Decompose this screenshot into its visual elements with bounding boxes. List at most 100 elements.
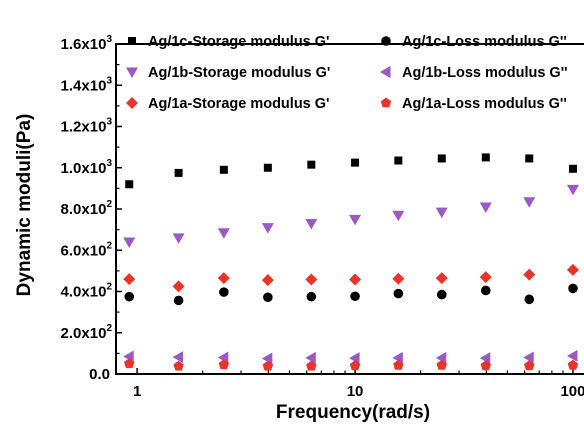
data-point	[262, 360, 274, 371]
data-point	[435, 207, 448, 219]
data-point	[124, 358, 135, 369]
legend-marker	[380, 97, 392, 108]
data-point	[305, 273, 318, 286]
y-axis: 0.0 2.0x102 4.0x102 6.0x102 8.0x102 1.0x103 1.…	[61, 34, 122, 383]
data-point	[217, 272, 230, 285]
y-tick-label: 8.0x102	[61, 199, 113, 218]
data-point	[437, 154, 446, 163]
legend-label: Ag/1c-Storage modulus G'	[148, 34, 330, 50]
data-point	[524, 294, 535, 305]
series-triangle-down	[123, 184, 579, 248]
data-point	[525, 154, 534, 163]
x-tick-label: 100	[560, 383, 584, 400]
data-markers	[123, 153, 579, 371]
y-tick-label: 1.0x103	[61, 158, 113, 177]
series-square	[125, 153, 577, 189]
data-point	[481, 153, 490, 162]
data-point	[480, 360, 491, 371]
data-point	[394, 156, 403, 165]
x-tick-label: 1	[133, 383, 141, 400]
data-point	[349, 352, 360, 365]
data-point	[393, 288, 404, 299]
data-point	[306, 291, 317, 302]
y-tick-label: 0.0	[89, 366, 110, 383]
plot-border	[115, 43, 584, 375]
data-point	[349, 273, 362, 286]
data-point	[567, 359, 579, 370]
data-point	[219, 287, 229, 297]
series-pentagon	[124, 358, 579, 371]
data-point	[393, 359, 404, 370]
data-point	[479, 202, 492, 213]
data-point	[172, 280, 185, 293]
data-point	[349, 360, 361, 371]
data-point	[173, 295, 184, 306]
data-point	[263, 292, 273, 303]
x-axis: 1 10 100	[133, 368, 584, 400]
data-point	[305, 351, 316, 364]
legend-marker	[126, 67, 138, 78]
data-point	[123, 237, 136, 248]
series-circle	[124, 283, 578, 306]
legend-marker	[381, 36, 391, 46]
y-tick-label: 1.6x103	[61, 34, 113, 53]
data-point	[307, 160, 316, 169]
data-point	[480, 285, 491, 296]
data-point	[261, 223, 274, 234]
legend-marker	[380, 66, 391, 78]
data-point	[261, 352, 273, 365]
y-tick-label: 1.4x103	[61, 75, 113, 94]
data-point	[349, 214, 362, 226]
data-point	[479, 271, 492, 284]
data-point	[306, 360, 317, 371]
y-tick-label: 2.0x102	[61, 323, 113, 342]
data-point	[523, 351, 534, 364]
data-point	[218, 359, 230, 370]
data-point	[123, 350, 134, 363]
y-tick-label: 1.2x103	[61, 117, 113, 136]
legend-marker	[128, 37, 136, 45]
data-point	[479, 352, 491, 365]
data-point	[566, 184, 579, 196]
data-point	[392, 351, 403, 364]
data-point	[174, 168, 183, 177]
data-point	[172, 351, 184, 364]
y-tick-label: 4.0x102	[61, 282, 113, 301]
data-point	[436, 359, 447, 370]
legend-label: Ag/1c-Loss modulus G''	[402, 34, 567, 50]
data-point	[568, 283, 578, 294]
data-point	[305, 218, 318, 230]
data-point	[436, 289, 447, 300]
data-point	[351, 158, 360, 167]
legend: Ag/1c-Storage modulus G' Ag/1c-Loss modul…	[126, 34, 568, 112]
data-point	[261, 274, 274, 287]
x-tick-label: 10	[347, 383, 364, 400]
data-point	[523, 197, 536, 208]
data-point	[392, 272, 405, 285]
data-point	[350, 291, 360, 302]
legend-label: Ag/1a-Storage modulus G'	[148, 96, 330, 112]
data-point	[123, 273, 136, 286]
legend-label: Ag/1b-Storage modulus G'	[148, 65, 330, 81]
data-point	[435, 351, 447, 364]
data-point	[523, 268, 536, 281]
data-point	[173, 360, 184, 371]
data-point	[124, 291, 135, 302]
series-triangle-left	[123, 349, 578, 365]
data-point	[263, 163, 272, 172]
data-point	[217, 351, 229, 364]
data-point	[172, 233, 185, 244]
data-point	[568, 164, 577, 173]
data-point	[566, 349, 578, 362]
data-point	[217, 228, 230, 239]
data-point	[524, 360, 535, 371]
data-point	[566, 263, 579, 276]
data-point	[392, 210, 405, 222]
y-axis-label: Dynamic moduli(Pa)	[14, 114, 35, 297]
data-point	[219, 165, 228, 174]
legend-marker	[126, 97, 138, 109]
plot-area	[115, 43, 584, 375]
legend-label: Ag/1a-Loss modulus G''	[402, 96, 567, 112]
y-tick-label: 6.0x102	[61, 240, 113, 259]
